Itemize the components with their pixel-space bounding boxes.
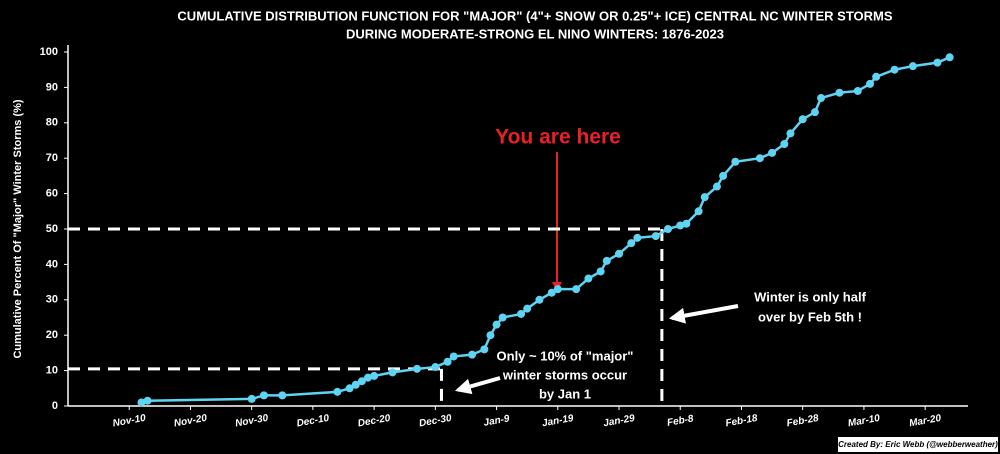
data-point [388,368,397,377]
data-point [143,396,152,405]
data-point [627,239,636,248]
x-tick-label: Feb-8 [666,413,695,429]
data-point [694,207,703,216]
data-point [278,391,287,400]
x-tick-label: Feb-18 [725,413,759,430]
data-point [547,288,556,297]
data-point [602,256,611,265]
data-point [890,65,899,74]
y-tick-label: 40 [46,258,58,270]
x-tick-label: Dec-20 [357,413,392,430]
data-point [908,62,917,71]
data-point [872,72,881,81]
data-point [835,88,844,97]
data-point [786,129,795,138]
data-point [719,171,728,180]
data-point [412,364,421,373]
data-point [517,309,526,318]
y-tick-label: 70 [46,152,58,164]
x-tick-label: Mar-10 [847,413,881,430]
y-tick-label: 0 [52,400,58,412]
data-point [866,79,875,88]
data-point [443,357,452,366]
y-tick-label: 100 [40,46,58,58]
y-tick-label: 30 [46,294,58,306]
data-point [498,313,507,322]
data-point [810,108,819,117]
arrow [454,376,501,395]
annotation: winter storms occur [502,367,627,382]
x-tick-label: Jan-19 [541,413,575,429]
data-point [700,193,709,202]
data-point [853,86,862,95]
data-point [535,295,544,304]
y-tick-label: 50 [46,223,58,235]
x-tick-label: Nov-20 [173,413,208,430]
data-point [259,391,268,400]
x-tick-label: Nov-30 [234,413,269,430]
data-point [572,285,581,294]
credit: Created By: Eric Webb (@webberweather) [838,440,998,449]
y-axis-label: Cumulative Percent Of "Major" Winter Sto… [12,99,24,358]
x-tick-label: Dec-10 [296,413,331,430]
data-point [492,320,501,329]
data-point [651,232,660,241]
data-point [584,274,593,283]
data-point [768,148,777,157]
data-point [817,94,826,103]
data-point [615,249,624,258]
data-point [247,394,256,403]
data-point [345,384,354,393]
data-point [755,154,764,163]
x-tick-label: Dec-30 [418,413,453,430]
data-point [712,182,721,191]
data-point [523,304,532,313]
data-point [553,285,562,294]
data-point [370,371,379,380]
data-point [364,373,372,382]
x-tick-label: Mar-20 [908,413,942,430]
data-point [468,350,477,359]
annotation: Only ~ 10% of "major" [497,348,634,363]
data-point [682,219,691,228]
data-point [449,352,458,361]
data-point [664,225,672,233]
annotation: by Jan 1 [539,386,591,401]
chart-title: CUMULATIVE DISTRIBUTION FUNCTION FOR "MA… [177,8,892,23]
credit-box [838,437,998,452]
y-tick-label: 10 [46,365,58,377]
x-tick-label: Feb-28 [786,413,820,430]
data-point [333,387,342,396]
data-point [486,331,495,340]
data-point [933,58,942,67]
x-tick-label: Nov-10 [112,413,147,430]
chart-subtitle: DURING MODERATE-STRONG EL NINO WINTERS: … [346,26,724,41]
data-point [357,377,366,386]
y-tick-label: 20 [46,329,58,341]
x-tick-label: Jan-29 [602,413,636,429]
data-point [480,345,489,354]
data-point [351,380,360,389]
x-tick-label: Jan-9 [483,413,511,428]
data-point [596,267,605,276]
y-tick-label: 90 [46,81,58,93]
data-point [676,221,685,230]
annotation: Winter is only half [754,289,867,304]
y-tick-label: 80 [46,117,58,129]
data-point [731,157,740,166]
data-point [431,363,440,372]
annotation: over by Feb 5th ! [758,309,862,324]
data-point [137,398,146,407]
data-point [633,233,642,242]
data-point [780,140,789,149]
data-point [798,115,807,124]
annotation: You are here [495,126,621,149]
data-point [945,53,954,62]
y-tick-label: 60 [46,188,58,200]
arrow [668,304,739,324]
